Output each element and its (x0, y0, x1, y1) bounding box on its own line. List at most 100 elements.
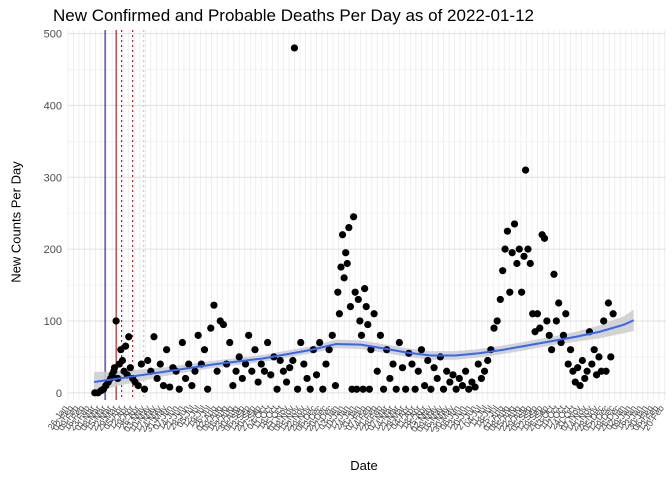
data-point (458, 382, 467, 390)
data-point (496, 295, 504, 304)
data-point (574, 364, 582, 372)
data-point (257, 360, 265, 368)
data-point (219, 320, 228, 329)
data-point (331, 382, 340, 390)
data-point (493, 317, 501, 325)
data-point (248, 367, 256, 375)
data-point (609, 310, 617, 318)
data-point (235, 353, 243, 361)
data-point (402, 385, 410, 393)
data-point (362, 303, 370, 311)
data-point (343, 259, 351, 268)
data-point (279, 367, 287, 375)
data-point (566, 346, 575, 354)
data-point (303, 374, 311, 383)
data-point (588, 360, 596, 368)
data-point (349, 213, 358, 221)
data-point (446, 378, 454, 386)
data-point (337, 263, 345, 271)
data-point (414, 367, 422, 375)
data-point (524, 245, 532, 253)
data-point (112, 317, 120, 325)
data-point (188, 382, 196, 390)
data-point (254, 378, 262, 386)
data-point (297, 338, 305, 347)
data-point (232, 367, 240, 375)
data-point (163, 346, 171, 354)
data-point (559, 331, 568, 339)
data-point (581, 374, 589, 383)
data-point (449, 371, 457, 379)
y-axis-title: New Counts Per Day (8, 161, 24, 283)
data-point (194, 331, 202, 339)
data-point (178, 338, 186, 347)
data-point (340, 274, 348, 282)
data-point (452, 385, 460, 393)
data-point (213, 367, 221, 375)
data-point (583, 367, 591, 375)
y-tick-label: 400 (44, 100, 62, 112)
data-point (552, 317, 560, 325)
y-tick-label: 200 (44, 244, 62, 256)
data-point (241, 360, 250, 368)
data-point (191, 367, 199, 375)
data-point (134, 382, 142, 390)
data-point (159, 382, 168, 390)
data-point (540, 234, 549, 242)
data-point (345, 223, 353, 232)
x-axis-title: Date (350, 458, 378, 473)
data-point (286, 364, 294, 372)
data-point (474, 360, 482, 368)
data-point (513, 259, 521, 268)
data-point (319, 385, 327, 393)
data-point (229, 382, 237, 390)
data-point (499, 267, 507, 275)
y-tick-label: 0 (56, 388, 62, 400)
data-point (267, 371, 275, 379)
data-point (392, 385, 400, 393)
data-point (600, 317, 608, 325)
data-point (395, 338, 403, 347)
data-point (536, 324, 544, 332)
data-point (322, 360, 330, 368)
data-point (359, 385, 367, 393)
data-point (389, 360, 397, 368)
data-point (316, 338, 324, 347)
data-point (156, 360, 164, 368)
data-point (379, 385, 388, 393)
data-point (361, 285, 369, 293)
data-point (121, 342, 130, 350)
data-point (365, 385, 373, 393)
data-point (515, 245, 523, 253)
data-point (185, 360, 193, 368)
data-point (471, 383, 479, 391)
data-point (118, 356, 127, 365)
data-point (273, 385, 281, 393)
data-point (140, 385, 149, 393)
data-point (306, 385, 314, 393)
data-point (417, 346, 426, 354)
data-point (506, 288, 514, 296)
data-point (548, 346, 556, 354)
y-tick-label: 500 (44, 29, 62, 41)
data-point (144, 356, 152, 365)
data-point (293, 385, 302, 393)
data-point (126, 364, 134, 372)
data-point (508, 249, 516, 257)
data-point (367, 346, 375, 354)
data-point (204, 385, 212, 393)
data-point (181, 374, 190, 383)
data-point (490, 324, 498, 332)
data-point (153, 374, 161, 383)
data-point (590, 346, 598, 354)
data-point (555, 299, 563, 307)
data-point (518, 288, 526, 296)
data-point (545, 331, 553, 339)
data-point (338, 231, 347, 239)
data-point (543, 317, 551, 325)
data-point (550, 270, 558, 278)
data-point (436, 353, 444, 361)
data-point (443, 367, 451, 375)
data-point (398, 364, 407, 372)
